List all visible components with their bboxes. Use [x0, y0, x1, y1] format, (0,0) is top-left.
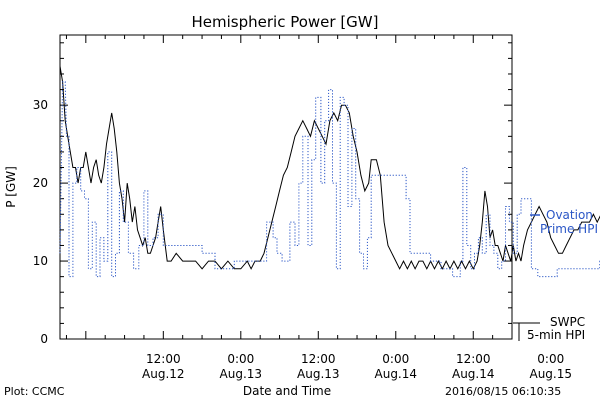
legend-swpc-label-line1: SWPC	[550, 315, 585, 329]
legend-swpc-label-line2: 5-min HPI	[527, 328, 585, 342]
legend-ovation: Ovation Prime HPI	[530, 208, 598, 236]
x-tick-date-label: Aug.12	[142, 367, 185, 381]
x-tick-time-label: 0:00	[382, 352, 409, 366]
ovation-prime-hpi-line	[59, 81, 600, 278]
swpc-5min-hpi-line	[59, 66, 600, 270]
legend-ovation-label-line1: Ovation	[546, 208, 593, 222]
legend-swpc: SWPC 5-min HPI	[513, 315, 585, 342]
x-tick-time-label: 0:00	[537, 352, 564, 366]
y-axis-label: P [GW]	[4, 166, 18, 208]
footer-plot-source: Plot: CCMC	[4, 385, 65, 398]
y-axis-ticks: 0 10 20 30	[33, 42, 512, 346]
x-tick-date-label: Aug.14	[375, 367, 418, 381]
plot-frame	[59, 34, 513, 340]
legend-ovation-label-line2: Prime HPI	[540, 222, 598, 236]
x-tick-time-label: 0:00	[227, 352, 254, 366]
x-tick-date-label: Aug.14	[452, 367, 495, 381]
x-tick-time-label: 12:00	[146, 352, 181, 366]
y-tick-label: 20	[33, 176, 48, 190]
footer-timestamp: 2016/08/15 06:10:35	[445, 385, 561, 398]
y-tick-label: 30	[33, 98, 48, 112]
series-layer	[59, 66, 600, 278]
x-tick-time-label: 12:00	[456, 352, 491, 366]
x-tick-date-label: Aug.15	[529, 367, 572, 381]
x-axis-label: Date and Time	[243, 384, 331, 398]
x-tick-date-label: Aug.13	[297, 367, 340, 381]
x-tick-date-label: Aug.13	[220, 367, 263, 381]
chart-title: Hemispheric Power [GW]	[192, 13, 379, 31]
x-axis-ticks: 12:00Aug.120:00Aug.1312:00Aug.130:00Aug.…	[65, 35, 572, 381]
y-tick-label: 0	[40, 332, 48, 346]
x-tick-time-label: 12:00	[301, 352, 336, 366]
y-tick-label: 10	[33, 254, 48, 268]
